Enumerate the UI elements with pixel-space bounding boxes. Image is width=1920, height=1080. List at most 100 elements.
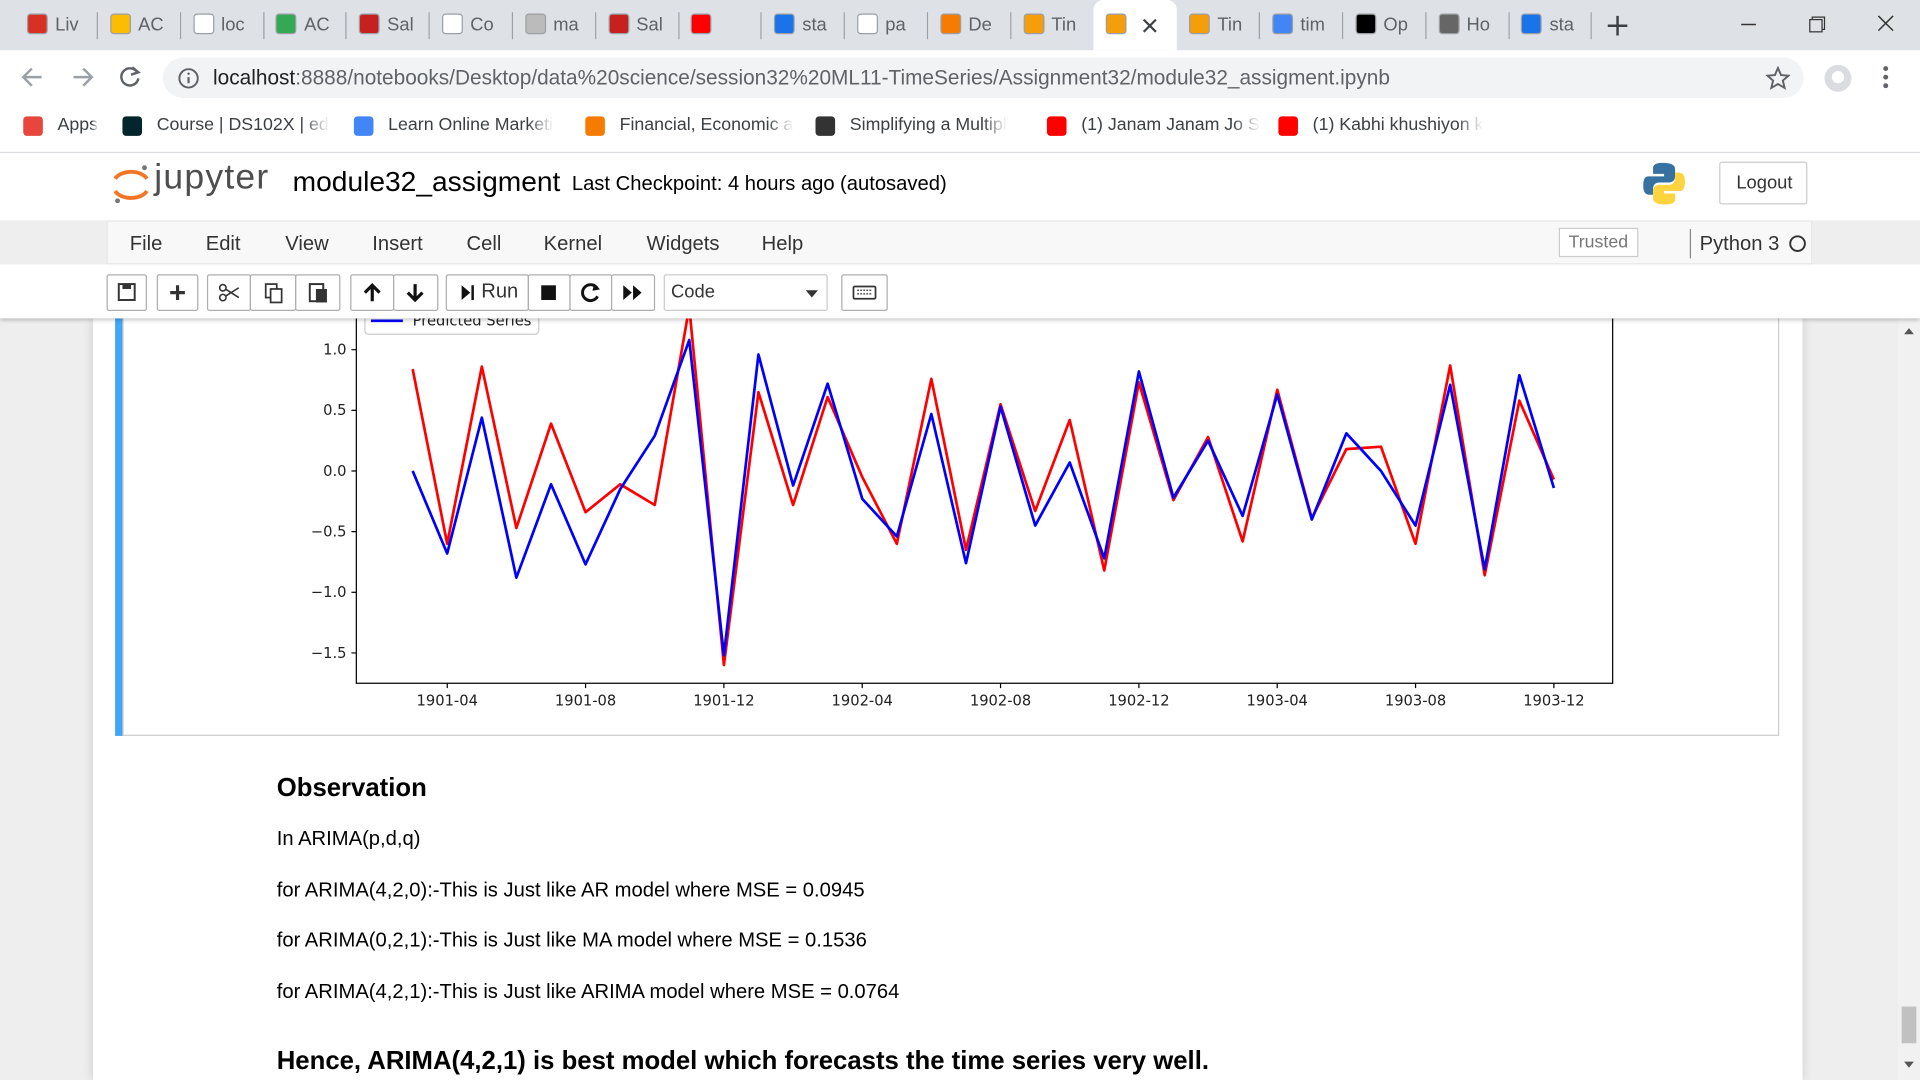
tab[interactable]: sta (1509, 0, 1593, 50)
move-down-button[interactable] (393, 274, 439, 312)
interrupt-button[interactable] (527, 274, 571, 312)
logout-button[interactable]: Logout (1719, 161, 1808, 205)
move-up-button[interactable] (350, 274, 395, 312)
scroll-up-arrow[interactable] (1902, 324, 1917, 336)
run-button[interactable]: Run (445, 274, 529, 312)
tab-title: sta (1549, 14, 1574, 36)
cell-selection-bar (115, 318, 123, 736)
command-palette-button[interactable] (841, 274, 888, 312)
tab-title: Op (1383, 14, 1408, 36)
tab-strip: Liv AC loc AC Sal Co ma Sal sta pa De Tin Tin tim Op Ho… (0, 0, 1920, 51)
menu-item[interactable]: File (129, 232, 163, 255)
tab[interactable]: Tin (1177, 0, 1261, 50)
tab[interactable]: Ho (1426, 0, 1510, 50)
tab-title: AC (138, 14, 164, 36)
up-icon (363, 283, 381, 302)
trusted-indicator[interactable]: Trusted (1558, 227, 1639, 258)
restart-button[interactable] (569, 274, 613, 312)
bookmark[interactable]: Course | DS102X | ed (156, 115, 329, 135)
tab[interactable]: AC (98, 0, 181, 50)
notebook-name[interactable]: module32_assigment (292, 165, 561, 198)
minimize-button[interactable] (1727, 10, 1771, 39)
browser-menu[interactable] (1873, 62, 1897, 94)
menu-item[interactable]: Kernel (543, 232, 603, 255)
tab-title: Ho (1466, 14, 1490, 36)
menu-item[interactable]: Widgets (646, 232, 720, 255)
tab-favicon (275, 13, 297, 35)
x-tick-label: 1901-12 (693, 692, 754, 709)
scroll-thumb[interactable] (1901, 1006, 1917, 1044)
tab-favicon (359, 13, 380, 35)
tab-title: Tin (1217, 14, 1243, 36)
tab[interactable]: sta (762, 0, 846, 50)
bookmark[interactable]: Simplifying a Multipl (849, 115, 1007, 135)
insert-cell-button[interactable] (156, 274, 199, 312)
bookmark[interactable]: Apps (57, 115, 99, 135)
y-tick-label: 0.0 (323, 463, 346, 480)
tab[interactable]: pa (845, 0, 929, 50)
scroll-down-arrow[interactable] (1902, 1059, 1917, 1071)
nav-buttons[interactable] (17, 62, 152, 91)
paste-button[interactable] (295, 274, 341, 312)
tab-favicon (109, 13, 131, 35)
tab-title: Sal (636, 14, 663, 36)
tab-favicon (1355, 13, 1377, 35)
menu-item[interactable]: Help (761, 232, 804, 255)
tab[interactable]: Sal (596, 0, 680, 50)
tab-favicon (691, 13, 712, 35)
bookmark[interactable]: Financial, Economic a (619, 115, 794, 135)
cell-type-select[interactable]: Code (663, 274, 828, 312)
tab[interactable]: tim (1260, 0, 1344, 50)
tab-close-button[interactable] (1140, 16, 1160, 36)
omnibox[interactable]: localhost:8888/notebooks/Desktop/data%20… (162, 57, 1804, 98)
tab[interactable]: AC (264, 0, 348, 50)
active-tab[interactable] (1093, 0, 1178, 51)
tab[interactable]: Op (1343, 0, 1427, 50)
tab-favicon (192, 13, 214, 35)
restore-button[interactable] (1795, 10, 1839, 39)
bookmark-icon (1278, 116, 1298, 136)
site-info-icon[interactable] (178, 67, 200, 89)
profile-button[interactable] (1822, 62, 1854, 94)
tab-separator (594, 12, 597, 40)
tab[interactable]: loc (181, 0, 264, 50)
new-tab-button[interactable] (1602, 10, 1634, 42)
paste-icon (308, 283, 327, 303)
tab[interactable]: ma (513, 0, 597, 50)
autosave-status: (autosaved) (840, 172, 947, 195)
tab[interactable]: Co (430, 0, 514, 50)
menu-item[interactable]: Insert (372, 232, 423, 255)
tab-separator (760, 12, 763, 40)
tab[interactable]: Liv (15, 0, 98, 50)
x-tick-label: 1902-08 (970, 692, 1031, 709)
copy-button[interactable] (249, 274, 297, 312)
close-window-button[interactable] (1864, 10, 1908, 39)
output-cell (122, 306, 1780, 736)
menu-item[interactable]: Cell (466, 232, 502, 255)
url: localhost:8888/notebooks/Desktop/data%20… (213, 66, 1390, 90)
cut-button[interactable] (206, 274, 252, 312)
address-row: localhost:8888/notebooks/Desktop/data%20… (0, 50, 1920, 103)
tab[interactable]: De (928, 0, 1012, 50)
bookmark[interactable]: (1) Kabhi khushiyon k (1312, 115, 1484, 135)
logout-label: Logout (1736, 172, 1793, 194)
save-button[interactable] (106, 274, 147, 312)
menu-item[interactable]: View (285, 232, 329, 255)
tab-favicon (940, 13, 961, 35)
url-path: :8888/notebooks/Desktop/data%20science/s… (295, 66, 1390, 90)
tab[interactable] (679, 0, 763, 50)
scrollbar[interactable] (1897, 318, 1920, 1080)
bookmark[interactable]: Learn Online Marketi (388, 115, 553, 135)
bookmark[interactable]: (1) Janam Janam Jo S (1081, 115, 1260, 135)
bookmark-icon (122, 116, 143, 136)
menu-item[interactable]: Edit (205, 232, 241, 255)
bookmark-star[interactable] (1765, 66, 1791, 90)
jupyter-logo-text[interactable]: jupyter (154, 157, 270, 198)
restart-run-all-button[interactable] (611, 274, 656, 312)
tab[interactable]: Sal (347, 0, 431, 50)
tab-favicon (1106, 13, 1128, 35)
tab[interactable]: Tin (1011, 0, 1094, 50)
tab-title: Co (470, 14, 494, 36)
